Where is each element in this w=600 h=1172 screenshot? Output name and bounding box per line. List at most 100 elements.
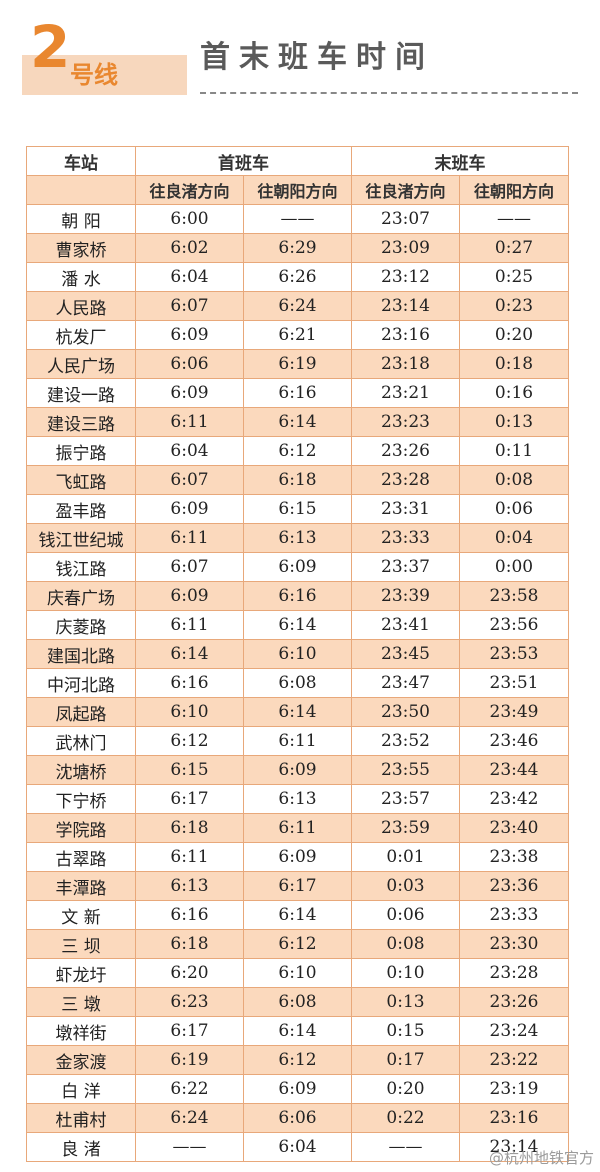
station-name: 中河北路 — [26, 668, 136, 698]
first-train-liangzhu-time: 6:13 — [135, 871, 244, 901]
last-train-liangzhu-time: 23:26 — [351, 436, 460, 466]
table-row: 人民路 6:07 6:24 23:14 0:23 — [26, 291, 569, 321]
last-train-chaoyang-direction: 往朝阳方向 — [459, 175, 569, 205]
last-train-liangzhu-time: 23:31 — [351, 494, 460, 524]
station-name: 下宁桥 — [26, 784, 136, 814]
first-train-chaoyang-time: 6:14 — [243, 610, 352, 640]
first-train-liangzhu-time: 6:09 — [135, 378, 244, 408]
station-name: 丰潭路 — [26, 871, 136, 901]
first-train-liangzhu-time: 6:18 — [135, 929, 244, 959]
table-row: 杭发厂 6:09 6:21 23:16 0:20 — [26, 320, 569, 350]
first-train-liangzhu-time: 6:11 — [135, 610, 244, 640]
table-row: 人民广场 6:06 6:19 23:18 0:18 — [26, 349, 569, 379]
last-train-chaoyang-time: 23:24 — [459, 1016, 569, 1046]
first-train-liangzhu-time: 6:18 — [135, 813, 244, 843]
last-train-chaoyang-time: 23:44 — [459, 755, 569, 785]
title-divider — [200, 92, 578, 94]
last-train-chaoyang-time: 0:25 — [459, 262, 569, 292]
table-row: 盈丰路 6:09 6:15 23:31 0:06 — [26, 494, 569, 524]
line-number: 2 — [30, 13, 71, 81]
first-train-chaoyang-time: 6:09 — [243, 842, 352, 872]
last-train-chaoyang-time: 0:16 — [459, 378, 569, 408]
table-row: 学院路 6:18 6:11 23:59 23:40 — [26, 813, 569, 843]
first-train-chaoyang-time: 6:11 — [243, 726, 352, 756]
last-train-header: 末班车 — [351, 146, 569, 176]
last-train-chaoyang-time: 23:26 — [459, 987, 569, 1017]
last-train-liangzhu-time: 0:10 — [351, 958, 460, 988]
last-train-liangzhu-time: 23:23 — [351, 407, 460, 437]
station-name: 虾龙圩 — [26, 958, 136, 988]
last-train-chaoyang-time: 23:36 — [459, 871, 569, 901]
station-name: 曹家桥 — [26, 233, 136, 263]
station-name: 建设三路 — [26, 407, 136, 437]
station-name: 飞虹路 — [26, 465, 136, 495]
last-train-chaoyang-time: 23:14 — [459, 1132, 569, 1162]
last-train-chaoyang-time: 23:16 — [459, 1103, 569, 1133]
last-train-liangzhu-time: 23:07 — [351, 204, 460, 234]
last-train-chaoyang-time: 23:53 — [459, 639, 569, 669]
table-row: 凤起路 6:10 6:14 23:50 23:49 — [26, 697, 569, 727]
first-train-liangzhu-time: 6:11 — [135, 407, 244, 437]
first-train-chaoyang-time: 6:09 — [243, 755, 352, 785]
first-train-liangzhu-time: 6:06 — [135, 349, 244, 379]
last-train-chaoyang-time: 23:28 — [459, 958, 569, 988]
first-train-liangzhu-time: 6:19 — [135, 1045, 244, 1075]
first-train-liangzhu-time: 6:16 — [135, 668, 244, 698]
table-row: 下宁桥 6:17 6:13 23:57 23:42 — [26, 784, 569, 814]
last-train-chaoyang-time: 0:20 — [459, 320, 569, 350]
last-train-liangzhu-time: 0:22 — [351, 1103, 460, 1133]
page-title: 首末班车时间 — [200, 40, 434, 75]
station-name: 钱江世纪城 — [26, 523, 136, 553]
first-train-chaoyang-time: 6:14 — [243, 697, 352, 727]
table-row: 钱江世纪城 6:11 6:13 23:33 0:04 — [26, 523, 569, 553]
station-name: 庆春广场 — [26, 581, 136, 611]
station-name: 学院路 — [26, 813, 136, 843]
first-train-liangzhu-time: 6:09 — [135, 494, 244, 524]
last-train-liangzhu-time: 23:57 — [351, 784, 460, 814]
last-train-liangzhu-time: 23:41 — [351, 610, 460, 640]
first-train-chaoyang-time: 6:26 — [243, 262, 352, 292]
table-row: 建设三路 6:11 6:14 23:23 0:13 — [26, 407, 569, 437]
first-train-liangzhu-time: —— — [135, 1132, 244, 1162]
table-row: 丰潭路 6:13 6:17 0:03 23:36 — [26, 871, 569, 901]
line-label: 号线 — [70, 61, 118, 89]
first-train-header: 首班车 — [135, 146, 352, 176]
station-name: 朝 阳 — [26, 204, 136, 234]
table-row: 钱江路 6:07 6:09 23:37 0:00 — [26, 552, 569, 582]
first-train-chaoyang-time: 6:13 — [243, 523, 352, 553]
last-train-liangzhu-time: 0:13 — [351, 987, 460, 1017]
first-train-chaoyang-time: 6:09 — [243, 552, 352, 582]
station-name: 庆菱路 — [26, 610, 136, 640]
last-train-liangzhu-time: —— — [351, 1132, 460, 1162]
first-train-liangzhu-time: 6:09 — [135, 581, 244, 611]
first-train-liangzhu-time: 6:00 — [135, 204, 244, 234]
first-train-chaoyang-time: 6:12 — [243, 929, 352, 959]
station-name: 钱江路 — [26, 552, 136, 582]
schedule-table: 车站 首班车 末班车 往良渚方向 往朝阳方向 往良渚方向 往朝阳方向 朝 阳 6:… — [26, 146, 569, 1162]
station-name: 杜甫村 — [26, 1103, 136, 1133]
station-name: 三 坝 — [26, 929, 136, 959]
last-train-liangzhu-time: 0:03 — [351, 871, 460, 901]
table-row: 古翠路 6:11 6:09 0:01 23:38 — [26, 842, 569, 872]
table-row: 庆春广场 6:09 6:16 23:39 23:58 — [26, 581, 569, 611]
first-train-liangzhu-time: 6:02 — [135, 233, 244, 263]
page-header: 2 号线 首末班车时间 — [0, 0, 600, 110]
first-train-liangzhu-direction: 往良渚方向 — [135, 175, 244, 205]
first-train-chaoyang-time: 6:11 — [243, 813, 352, 843]
last-train-liangzhu-time: 23:09 — [351, 233, 460, 263]
station-name: 建国北路 — [26, 639, 136, 669]
station-name: 良 渚 — [26, 1132, 136, 1162]
first-train-liangzhu-time: 6:15 — [135, 755, 244, 785]
station-name: 白 洋 — [26, 1074, 136, 1104]
first-train-liangzhu-time: 6:07 — [135, 465, 244, 495]
table-row: 杜甫村 6:24 6:06 0:22 23:16 — [26, 1103, 569, 1133]
last-train-chaoyang-time: 0:11 — [459, 436, 569, 466]
station-name: 人民路 — [26, 291, 136, 321]
first-train-chaoyang-direction: 往朝阳方向 — [243, 175, 352, 205]
first-train-chaoyang-time: 6:21 — [243, 320, 352, 350]
last-train-liangzhu-time: 23:50 — [351, 697, 460, 727]
first-train-liangzhu-time: 6:04 — [135, 262, 244, 292]
first-train-chaoyang-time: 6:12 — [243, 436, 352, 466]
last-train-liangzhu-time: 23:21 — [351, 378, 460, 408]
